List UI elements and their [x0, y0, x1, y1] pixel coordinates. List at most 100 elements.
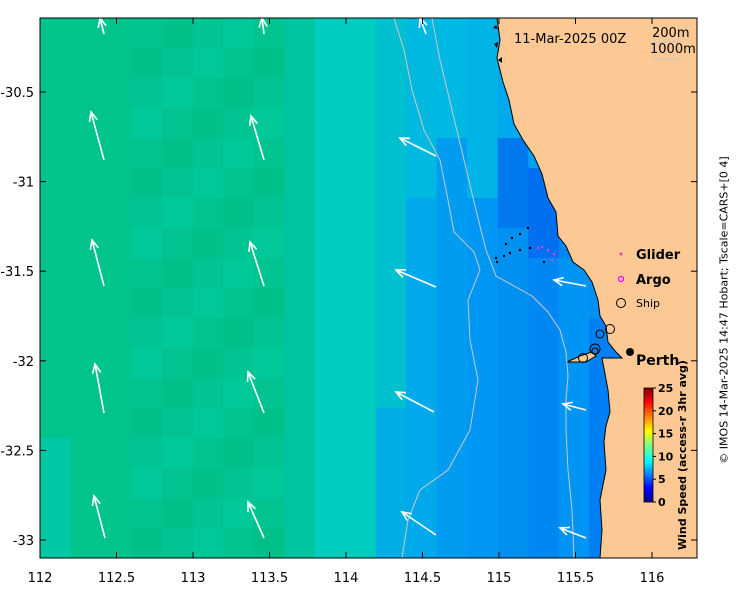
wind-cell	[436, 48, 468, 79]
colorbar-tick-label: 20	[658, 405, 674, 418]
wind-cell	[314, 288, 346, 319]
wind-cell	[345, 408, 377, 439]
wind-cell	[345, 318, 377, 349]
wind-cell	[70, 198, 102, 229]
colorbar-tick-label: 0	[658, 496, 666, 509]
x-axis: 112 112.5 113 113.5 114 114.5 115 115.5 116	[28, 18, 665, 586]
wind-cell	[406, 438, 438, 469]
wind-cell	[223, 198, 255, 229]
wind-arrow	[88, 110, 105, 161]
wind-cell	[223, 258, 255, 289]
wind-cell	[70, 258, 102, 289]
wind-cell	[467, 78, 499, 109]
wind-cell	[131, 198, 163, 229]
wind-cell	[345, 78, 377, 109]
wind-cell	[314, 198, 346, 229]
wind-cell	[101, 258, 133, 289]
wind-cell	[375, 108, 407, 139]
wind-cell	[497, 438, 529, 469]
wind-cell	[131, 348, 163, 379]
credit-sidebar: © IMOS 14-Mar-2025 14:47 Hobart; Tscale=…	[712, 60, 736, 560]
wind-arrow	[248, 114, 265, 161]
wind-cell	[131, 258, 163, 289]
wind-cell	[345, 288, 377, 319]
wind-cell	[406, 408, 438, 439]
wind-cell	[70, 228, 102, 259]
contour-200m	[431, 18, 575, 558]
wind-cell	[40, 168, 72, 199]
wind-cell	[284, 318, 316, 349]
wind-cell	[314, 258, 346, 289]
wind-cell	[497, 528, 529, 558]
wind-cell	[558, 438, 590, 469]
wind-cell	[162, 168, 194, 199]
wind-cell	[70, 438, 102, 469]
x-tick-label: 116	[640, 571, 665, 586]
wind-cell	[101, 108, 133, 139]
wind-cell	[284, 258, 316, 289]
wind-cell	[314, 138, 346, 169]
wind-cell	[70, 168, 102, 199]
plot-frame	[39, 17, 698, 559]
wind-arrow	[552, 276, 587, 287]
wind-cell	[192, 228, 224, 259]
wind-cell	[497, 408, 529, 439]
wind-cell	[223, 168, 255, 199]
wind-cell	[223, 108, 255, 139]
wind-cell	[375, 318, 407, 349]
wind-cell	[192, 318, 224, 349]
perth-label: Perth	[636, 353, 679, 369]
wind-cell	[528, 378, 560, 409]
wind-cell	[70, 468, 102, 499]
wind-cell	[436, 138, 468, 169]
wind-cell	[70, 78, 102, 109]
wind-cell	[528, 348, 560, 379]
wind-cell	[314, 48, 346, 79]
wind-cell	[192, 498, 224, 529]
wind-cell	[101, 168, 133, 199]
wind-cell	[314, 438, 346, 469]
wind-cell	[131, 168, 163, 199]
x-tick-label: 112	[28, 571, 53, 586]
wind-cell	[375, 258, 407, 289]
wind-cell	[375, 438, 407, 469]
wind-cell	[528, 528, 560, 558]
wind-cell	[314, 108, 346, 139]
wind-cell	[223, 228, 255, 259]
wind-cell	[284, 348, 316, 379]
wind-cell	[101, 78, 133, 109]
wind-cell	[131, 498, 163, 529]
wind-cell	[101, 288, 133, 319]
wind-cell	[497, 288, 529, 319]
y-tick-label: -32	[13, 355, 34, 370]
wind-cell	[40, 408, 72, 439]
wind-cell	[253, 48, 285, 79]
contour-label-200m: 200m	[652, 26, 689, 41]
argo-legend-label: Argo	[636, 273, 671, 288]
colorbar-tick-label: 15	[658, 428, 673, 441]
wind-cell	[162, 378, 194, 409]
wind-cell	[70, 138, 102, 169]
wind-cell	[162, 438, 194, 469]
contour-1000m	[393, 18, 481, 558]
wind-cell	[528, 438, 560, 469]
wind-cell	[131, 108, 163, 139]
wind-cell	[223, 18, 255, 49]
wind-cell	[284, 228, 316, 259]
colorbar-ticks: 0 5 10 15 20 25	[653, 382, 674, 509]
wind-cell	[192, 138, 224, 169]
wind-cell	[314, 348, 346, 379]
wind-cell	[131, 48, 163, 79]
wind-cell	[131, 228, 163, 259]
y-tick-label: -33	[13, 534, 34, 549]
wind-cell	[436, 348, 468, 379]
contour-label-1000m: 1000m	[650, 42, 696, 57]
wind-cell	[70, 48, 102, 79]
wind-cell	[131, 288, 163, 319]
wind-cell	[467, 468, 499, 499]
wind-cell	[467, 528, 499, 558]
wind-cell	[436, 378, 468, 409]
wind-cell	[223, 468, 255, 499]
wind-cell	[436, 108, 468, 139]
wind-cell	[284, 438, 316, 469]
